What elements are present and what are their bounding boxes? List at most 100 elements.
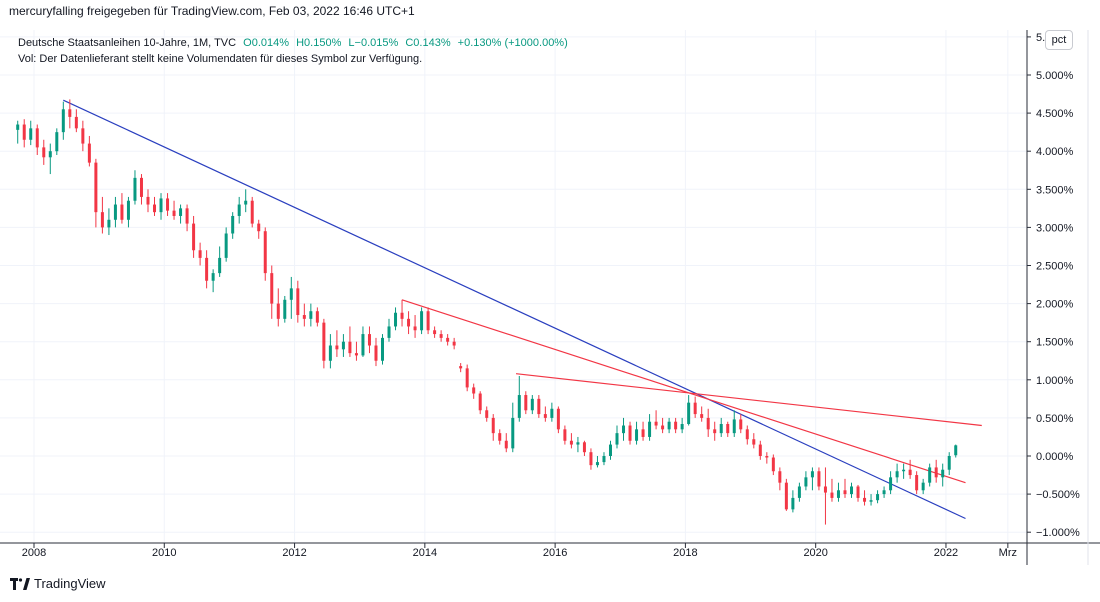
candle [934,459,938,483]
candle-body [485,410,489,418]
candle-body [569,440,573,445]
price-axis[interactable]: 5. 5.000% 4.500% 4.000% 3.500% 3.000% 2.500% 2.… [1027,32,1080,539]
time-axis[interactable]: 2008 2010 2012 2014 2016 2018 2020 2022 Mrz [22,543,1017,559]
candle [472,383,476,399]
price-tick-label: 1.000% [1036,375,1074,387]
candle-body [257,223,261,232]
candle [407,311,411,335]
candle-body [361,334,365,356]
candle [889,471,893,495]
candle-body [380,337,384,361]
candle-body [706,417,710,430]
candle [608,440,612,460]
candle [328,334,332,369]
candle-body [771,457,775,472]
candle [491,414,495,441]
candle [348,326,352,357]
candle [172,200,176,220]
candle-body [55,132,59,152]
candle [270,265,274,319]
pct-scale-button[interactable]: pct [1045,30,1073,50]
candle [752,433,756,449]
candle [582,440,586,456]
candle [42,139,46,165]
candle-body [921,482,925,491]
candle-body [263,231,267,274]
candle [928,463,932,487]
price-tick-label: 2.000% [1036,299,1074,311]
candle-body [94,162,98,213]
candle [133,170,137,205]
candle [674,417,678,434]
candle-body [133,177,137,201]
candle-body [810,471,814,478]
candle-body [765,456,769,458]
time-tick-label: 2014 [413,547,437,559]
candle-body [120,204,124,220]
trendline[interactable] [401,299,966,484]
candles [16,99,958,525]
price-tick-label: 4.000% [1036,146,1074,158]
candle-body [446,337,450,342]
candle-body [739,419,743,430]
candle [739,414,743,434]
legend-change: +0.130% (+1000.00%) [457,37,568,49]
candle-body [537,398,541,415]
candle [29,120,33,146]
candle [850,482,854,498]
candle-body [504,440,508,449]
candle-body [752,439,756,445]
candle [732,410,736,437]
candle [654,410,658,430]
candle-body [302,315,306,319]
brand[interactable]: TradingView [10,576,106,591]
candle [895,463,899,483]
candle-body [934,467,938,478]
candle-body [328,345,332,361]
time-tick-label: 2020 [803,547,827,559]
candle [257,219,261,239]
candle [237,196,241,224]
candle [48,143,52,175]
candle-body [550,408,554,418]
candle-body [413,326,417,331]
candle [876,490,880,504]
candle-body [400,312,404,319]
candle-body [908,469,912,476]
time-tick-label: 2018 [673,547,697,559]
candle [863,490,867,506]
candle-body [700,414,704,418]
candle [902,463,906,479]
candle [87,135,91,167]
candle [439,330,443,342]
trendline[interactable] [515,373,982,427]
candle-body [407,318,411,327]
candle [602,452,606,466]
candle-body [667,421,671,430]
candle [100,196,104,234]
chart-legend: Deutsche Staatsanleihen 10-Jahre, 1M, TV… [18,35,568,67]
legend-high: H0.150% [296,37,342,49]
candle-body [387,326,391,338]
candle [648,414,652,441]
trendline[interactable] [63,99,966,520]
time-tick-label: 2010 [152,547,176,559]
share-header: mercuryfalling freigegeben für TradingVi… [9,4,415,18]
candle-body [713,429,717,434]
candle-body [81,128,85,144]
candle-body [928,467,932,483]
candle-body [680,423,684,430]
candle [120,193,124,224]
candle-body [74,116,78,129]
trendlines[interactable] [63,99,982,520]
candle-body [563,429,567,441]
candle [726,421,730,437]
candle [537,395,541,418]
candle-body [439,334,443,338]
candle-body [622,425,626,434]
candle-body [511,417,515,449]
candle-body [250,200,254,224]
candle [856,484,860,502]
candle-body [648,421,652,437]
